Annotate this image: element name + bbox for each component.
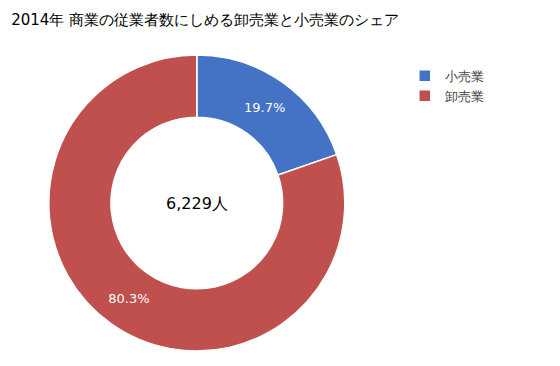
- svg-text:卸売業: 卸売業: [445, 89, 484, 104]
- svg-text:6,229人: 6,229人: [166, 194, 228, 213]
- svg-text:19.7%: 19.7%: [244, 100, 285, 115]
- svg-text:小売業: 小売業: [445, 69, 484, 84]
- svg-text:80.3%: 80.3%: [108, 291, 149, 306]
- svg-text:2014年 商業の従業者数にしめる卸売業と小売業のシェア: 2014年 商業の従業者数にしめる卸売業と小売業のシェア: [11, 11, 399, 29]
